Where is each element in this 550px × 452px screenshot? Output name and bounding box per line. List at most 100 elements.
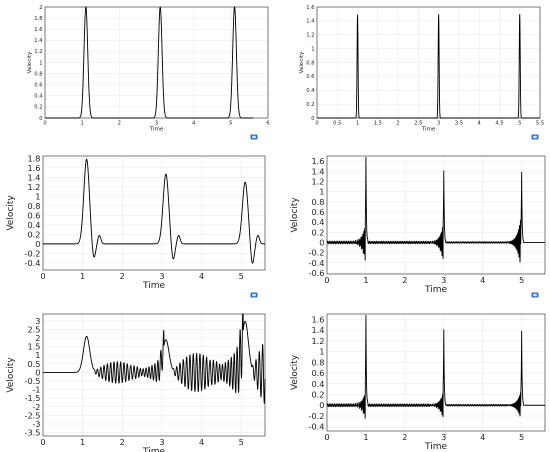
- y-tick-label: 0.4: [27, 220, 40, 230]
- x-tick-label: 4: [199, 271, 204, 281]
- x-tick-label: 3: [155, 121, 158, 127]
- y-tick-label: 0: [39, 116, 42, 122]
- y-tick-label: 0.2: [306, 102, 314, 108]
- x-tick-label: 1: [363, 432, 368, 442]
- y-tick-label: 0.2: [311, 227, 324, 237]
- chart-bottom-left: 0 1 2 3 4 5-3.5-3-2.5-2-1.5-1-0.500.511.522.5…: [6, 313, 266, 452]
- comsol-badge-icon: [531, 134, 539, 140]
- y-tick-label: -0.4: [309, 422, 325, 432]
- comsol-badge-icon: [531, 292, 539, 298]
- plot-frame: [42, 155, 266, 271]
- x-axis-label: Time: [421, 127, 436, 133]
- x-tick-label: 4: [478, 121, 482, 127]
- y-tick-label: 1.4: [27, 172, 40, 182]
- x-tick-label: 0: [40, 271, 45, 281]
- plot-frame: [326, 155, 546, 275]
- y-tick-label: 0.6: [34, 83, 42, 89]
- x-tick-label: 4: [199, 437, 204, 447]
- y-tick-label: 1.6: [311, 314, 324, 324]
- y-tick-label: 0.8: [306, 60, 314, 66]
- y-tick-label: -0.4: [25, 258, 41, 268]
- x-tick-label: 1: [80, 437, 85, 447]
- y-tick-label: -0.2: [309, 411, 325, 421]
- x-tick-label: 4: [192, 121, 196, 127]
- x-tick-label: 2: [396, 121, 399, 127]
- x-tick-label: 1: [80, 271, 85, 281]
- x-tick-label: 1: [363, 275, 368, 285]
- x-tick-label: 0.5: [333, 121, 341, 127]
- x-tick-label: 6: [266, 121, 269, 127]
- series-line: [42, 158, 266, 264]
- x-tick-label: 2: [120, 437, 125, 447]
- series-line: [42, 313, 266, 404]
- series-line: [44, 6, 254, 119]
- x-tick-label: 0: [43, 121, 46, 127]
- y-tick-label: 1.6: [306, 5, 314, 11]
- chart-middle-left: 0 1 2 3 4 5-0.4-0.200.20.40.60.811.21.41.61.8…: [6, 153, 266, 291]
- x-tick-label: 1.5: [374, 121, 382, 127]
- x-tick-label: 3.5: [455, 121, 463, 127]
- y-axis-label: Velocity: [6, 357, 16, 393]
- y-tick-label: 0.4: [306, 88, 315, 94]
- y-tick-label: 0: [319, 400, 324, 410]
- x-tick-label: 2: [402, 275, 407, 285]
- y-tick-label: 0: [311, 116, 314, 122]
- x-tick-label: 5: [239, 271, 244, 281]
- y-tick-label: -0.5: [25, 376, 41, 386]
- y-tick-label: 2: [39, 5, 42, 11]
- y-tick-label: 0: [35, 239, 40, 249]
- chart-top-left: 0 1 2 3 4 5 6 0 0.2 0.4 0.6 0.8 1 1.2 1.4 1.6 1.8 2 Time Ve…: [27, 5, 270, 133]
- chart-top-right: 0 0.5 1 1.5 2 2.5 3 3.5 4 4.5 5 5.5 0 0.2 0.4 0.6 0.8 1 1.…: [299, 5, 544, 133]
- y-tick-label: 1.6: [27, 163, 40, 173]
- y-tick-label: 1: [311, 46, 314, 52]
- y-tick-label: 1: [319, 187, 324, 197]
- x-tick-label: 0: [315, 121, 318, 127]
- x-tick-label: 3: [441, 275, 446, 285]
- y-tick-label: 0.6: [311, 207, 324, 217]
- x-tick-label: 5: [239, 437, 244, 447]
- y-tick-label: 1: [35, 191, 40, 201]
- x-axis-label: Time: [142, 281, 165, 291]
- x-tick-label: 4: [480, 432, 485, 442]
- series-line: [326, 156, 546, 263]
- x-tick-label: 5: [229, 121, 232, 127]
- x-tick-label: 4: [480, 275, 485, 285]
- y-tick-label: 0.2: [311, 390, 324, 400]
- y-tick-label: 1.2: [311, 336, 324, 346]
- y-tick-label: 3: [35, 316, 40, 326]
- y-tick-label: 0: [35, 367, 40, 377]
- y-tick-label: -0.4: [309, 258, 325, 268]
- plot-frame: [42, 313, 266, 437]
- x-tick-label: 1: [81, 121, 84, 127]
- x-axis-label: Time: [424, 442, 447, 452]
- y-tick-label: 0.2: [27, 229, 40, 239]
- y-tick-label: 0: [319, 237, 324, 247]
- x-tick-label: 3: [437, 121, 440, 127]
- y-tick-label: 1.4: [311, 166, 324, 176]
- y-tick-label: 0.6: [306, 74, 314, 80]
- y-tick-label: 1.4: [311, 325, 324, 335]
- x-tick-label: 2: [120, 271, 125, 281]
- chart-bottom-right: 0 1 2 3 4 5-0.4-0.200.20.40.60.811.21.41.6Tim…: [290, 313, 546, 452]
- x-tick-label: 0: [324, 275, 329, 285]
- x-tick-label: 2.5: [414, 121, 422, 127]
- y-tick-label: 0.2: [34, 105, 42, 111]
- x-tick-label: 5: [518, 121, 521, 127]
- y-tick-label: 1.5: [27, 342, 40, 352]
- y-tick-label: 1.2: [27, 182, 40, 192]
- x-tick-label: 0: [324, 432, 329, 442]
- x-tick-label: 2: [118, 121, 121, 127]
- y-tick-label: 1.8: [27, 153, 40, 163]
- plot-frame: [44, 6, 269, 119]
- y-tick-label: 0.8: [27, 201, 40, 211]
- y-tick-label: 1.6: [34, 27, 42, 33]
- plot-frame: [326, 313, 546, 432]
- y-tick-label: 0.8: [34, 71, 42, 77]
- y-tick-label: 2: [35, 333, 40, 343]
- x-tick-label: 1: [356, 121, 359, 127]
- y-axis-label: Velocity: [299, 51, 305, 74]
- y-tick-label: -0.2: [25, 248, 41, 258]
- y-tick-label: 1.4: [34, 38, 43, 44]
- y-tick-label: 0.6: [27, 210, 40, 220]
- y-tick-label: 0.6: [311, 368, 324, 378]
